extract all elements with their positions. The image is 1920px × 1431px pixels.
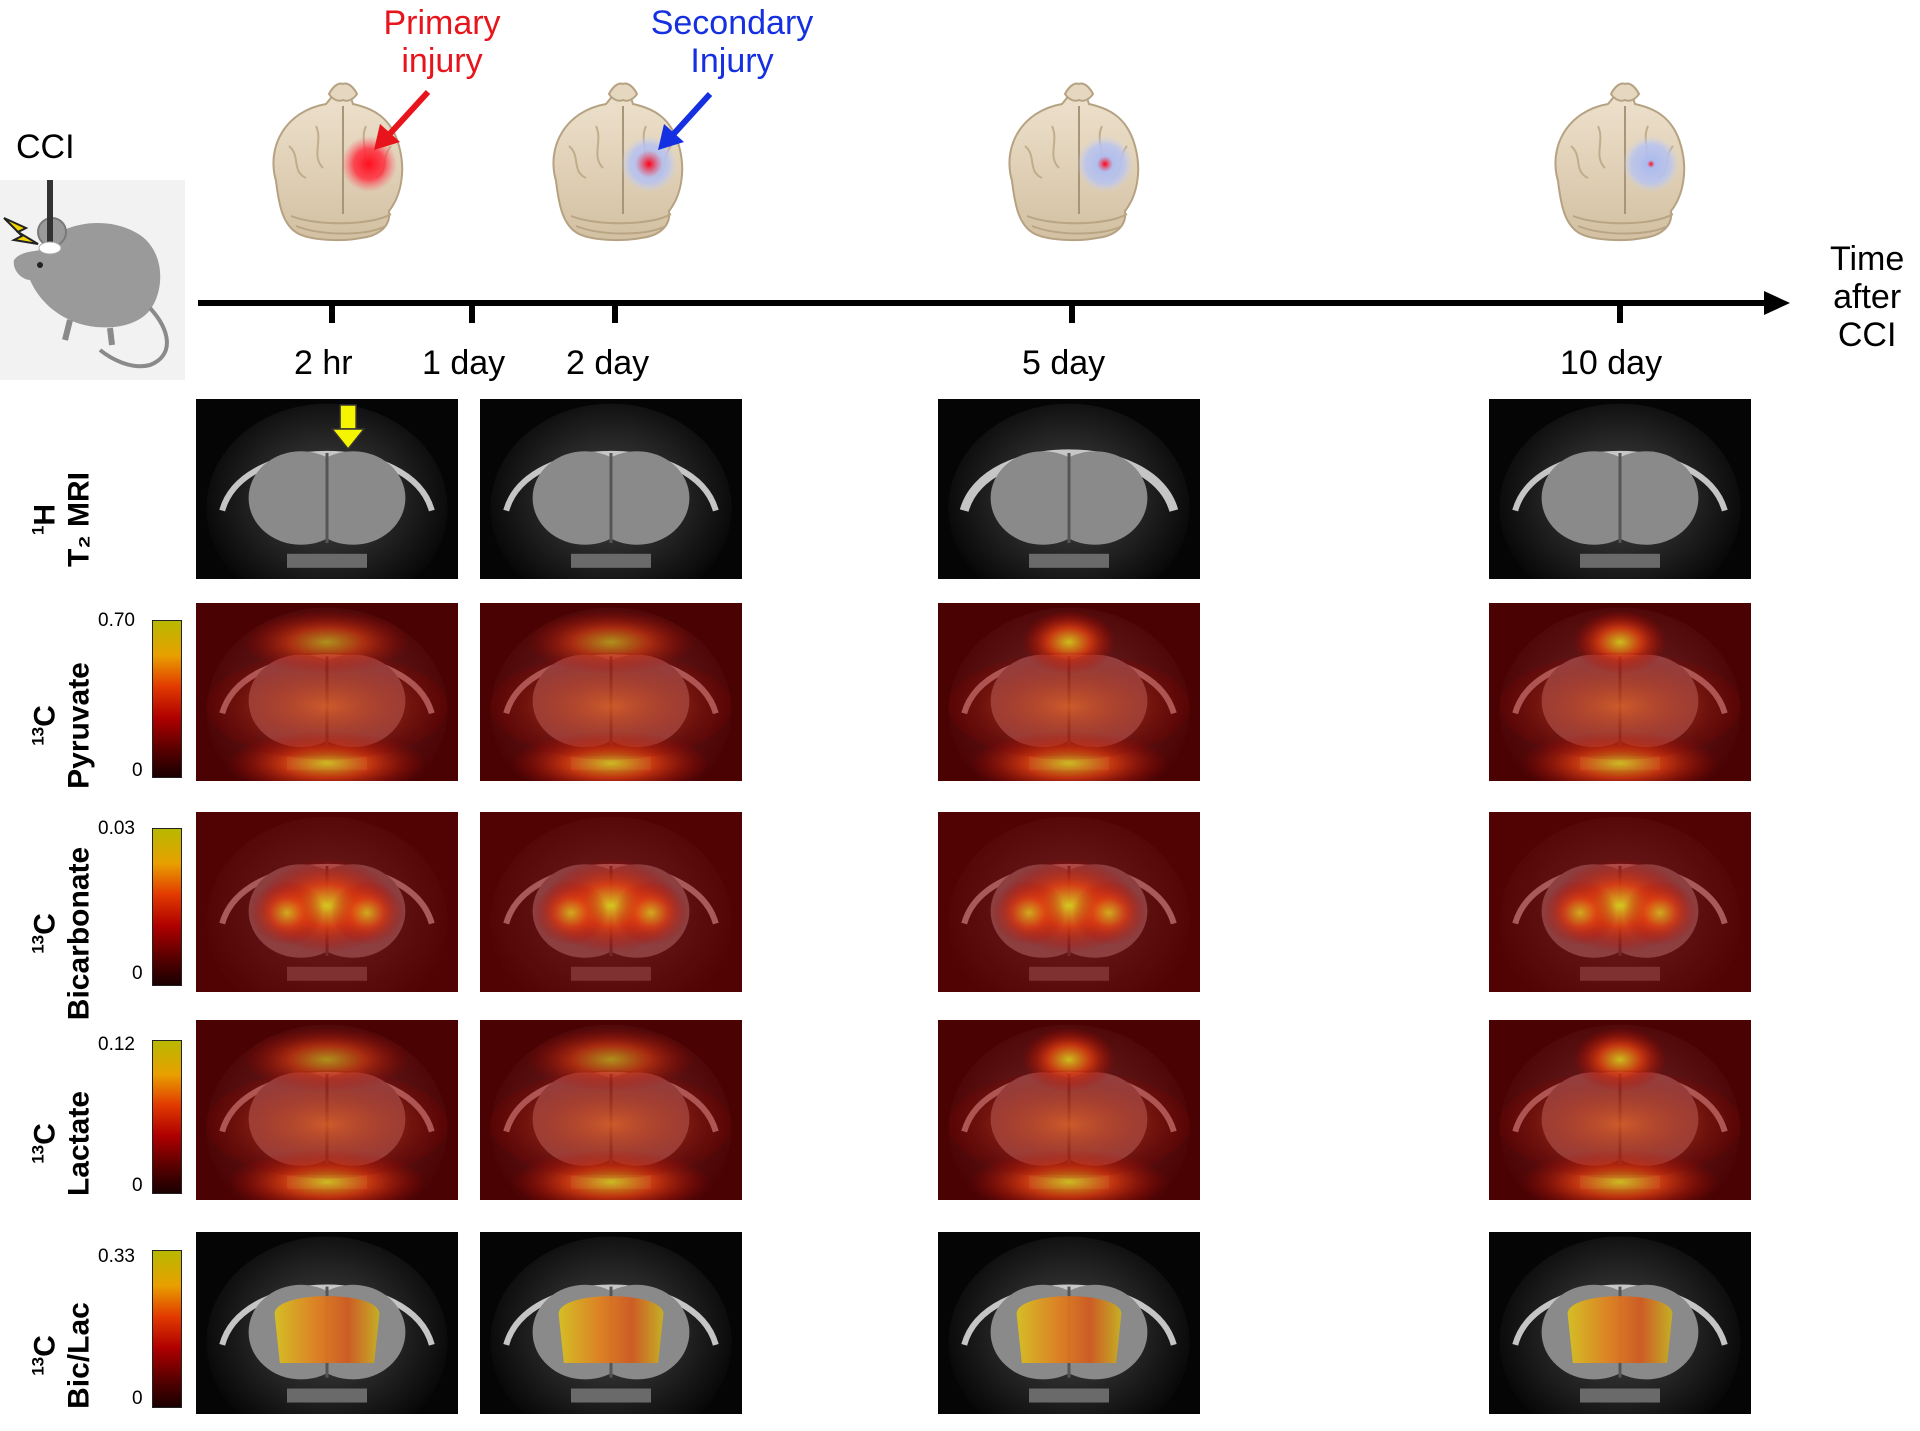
colorbar-max: 0.70 (98, 610, 135, 631)
primary-injury-label: Primary injury (383, 4, 501, 80)
arrow-icon (658, 91, 713, 150)
time-axis (198, 291, 1790, 323)
row-label-bicarbonate: 13C Bicarbonate (28, 846, 96, 1021)
colorbar-max: 0.03 (98, 818, 135, 839)
procedure-label: CCI (16, 128, 75, 166)
row-label-lactate: 13C Lactate (28, 1090, 96, 1197)
colorbar-min: 0 (132, 1388, 143, 1409)
mri-scan-image (480, 399, 742, 579)
colorbar-max: 0.33 (98, 1246, 135, 1267)
timepoint-label: 10 day (1560, 344, 1663, 382)
colorbar-icon (152, 1040, 182, 1194)
lightning-icon (3, 217, 39, 245)
arrow-icon (374, 89, 431, 150)
brain-icon (1554, 82, 1686, 242)
biclac-scan-image (196, 1232, 458, 1414)
mri-scan-image (938, 399, 1200, 579)
timepoint-label: 5 day (1022, 344, 1106, 382)
arrow-icon (330, 404, 366, 451)
pyr-scan-image (480, 603, 742, 781)
pyr-scan-image (1489, 603, 1751, 781)
brain-icon (1008, 82, 1140, 242)
biclac-scan-image (1489, 1232, 1751, 1414)
axis-label: Time after CCI (1830, 240, 1905, 354)
bic-scan-image (196, 812, 458, 992)
row-label-bic-lac: 13C Bic/Lac (28, 1302, 96, 1409)
pyr-scan-image (196, 603, 458, 781)
mouse-icon (0, 180, 185, 380)
timepoint-label: 1 day (422, 344, 506, 382)
mri-scan-image (1489, 399, 1751, 579)
row-label-t2-mri: 1H T₂ MRI (28, 472, 96, 567)
colorbar-min: 0 (132, 1175, 143, 1196)
timepoint-label: 2 day (566, 344, 650, 382)
colorbar-min: 0 (132, 963, 143, 984)
colorbar-min: 0 (132, 760, 143, 781)
biclac-scan-image (938, 1232, 1200, 1414)
colorbar-max: 0.12 (98, 1034, 135, 1055)
secondary-injury-label: Secondary Injury (650, 4, 814, 80)
colorbar-icon (152, 1250, 182, 1408)
colorbar-icon (152, 828, 182, 986)
bic-scan-image (1489, 812, 1751, 992)
row-label-pyruvate: 13C Pyruvate (28, 662, 96, 789)
colorbar-icon (152, 620, 182, 778)
pyr-scan-image (938, 603, 1200, 781)
brain-icon (272, 82, 404, 242)
brain-icon (552, 82, 684, 242)
lac-scan-image (196, 1020, 458, 1200)
lac-scan-image (938, 1020, 1200, 1200)
bic-scan-image (480, 812, 742, 992)
bic-scan-image (938, 812, 1200, 992)
lac-scan-image (1489, 1020, 1751, 1200)
lac-scan-image (480, 1020, 742, 1200)
timepoint-label: 2 hr (294, 344, 353, 382)
biclac-scan-image (480, 1232, 742, 1414)
mri-scan-image (196, 399, 458, 579)
